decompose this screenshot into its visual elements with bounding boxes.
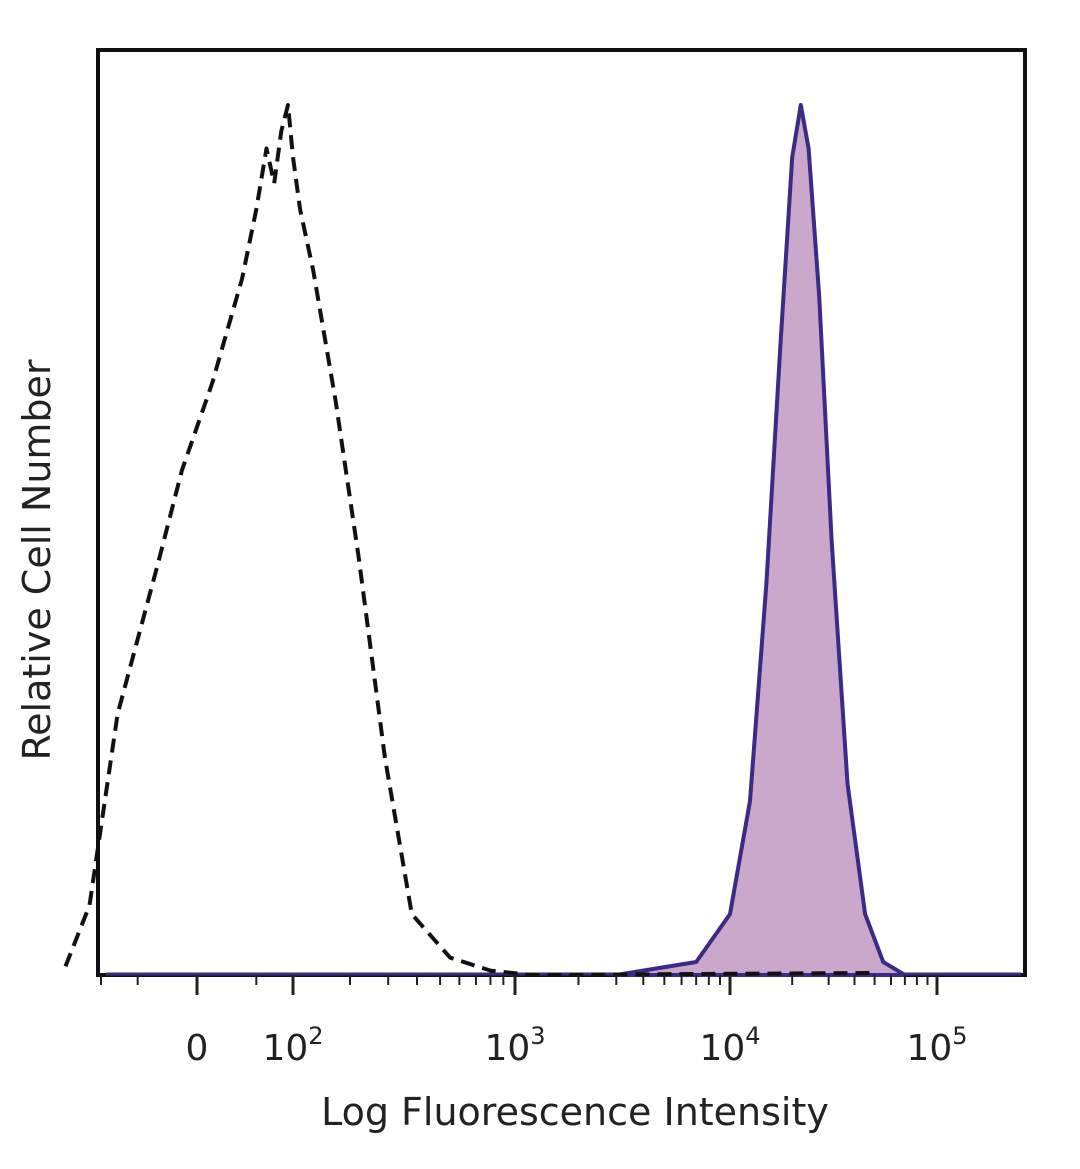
x-axis-title: Log Fluorescence Intensity: [321, 1090, 829, 1134]
x-axis: 0 102 103 104 105: [100, 975, 968, 1069]
x-tick-label: 0: [186, 1028, 209, 1069]
x-tick-label: 103: [484, 1022, 545, 1069]
series-stained-histogram: [614, 103, 907, 977]
plot-frame: [96, 48, 1027, 977]
y-axis-title: Relative Cell Number: [15, 359, 59, 760]
series-control-histogram: [63, 103, 875, 977]
x-tick-label: 105: [906, 1022, 967, 1069]
plot-layer: [63, 48, 1027, 977]
x-tick-label: 102: [262, 1022, 323, 1069]
x-tick-label: 104: [699, 1022, 760, 1069]
